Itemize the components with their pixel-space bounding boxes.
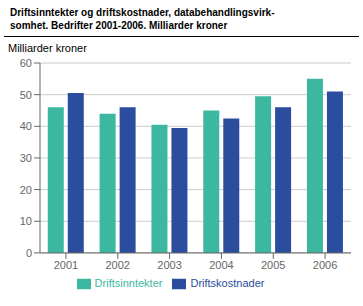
html-text:Driftsinntekter: Driftsinntekter: [94, 276, 163, 289]
svg-text:2002: 2002: [106, 259, 130, 271]
svg-text:2005: 2005: [261, 259, 285, 271]
svg-text:10: 10: [20, 215, 32, 227]
html-text:Milliarder kroner: Milliarder kroner: [8, 42, 87, 54]
svg-text:2001: 2001: [54, 259, 78, 271]
svg-text:2003: 2003: [157, 259, 181, 271]
svg-text:2006: 2006: [313, 259, 337, 271]
svg-text:2004: 2004: [209, 259, 233, 271]
svg-text:0: 0: [26, 247, 32, 259]
svg-text:50: 50: [20, 89, 32, 101]
svg-text:60: 60: [20, 57, 32, 69]
svg-text:30: 30: [20, 152, 32, 164]
html-text:Driftsinntekter og driftskostn: Driftsinntekter og driftskostnader, data…: [10, 7, 275, 18]
html-text:somhet. Bedrifter 2001-2006. M: somhet. Bedrifter 2001-2006. Milliarder …: [10, 20, 228, 31]
svg-text:40: 40: [20, 120, 32, 132]
svg-text:20: 20: [20, 184, 32, 196]
html-text:Driftskostnader: Driftskostnader: [190, 276, 265, 289]
